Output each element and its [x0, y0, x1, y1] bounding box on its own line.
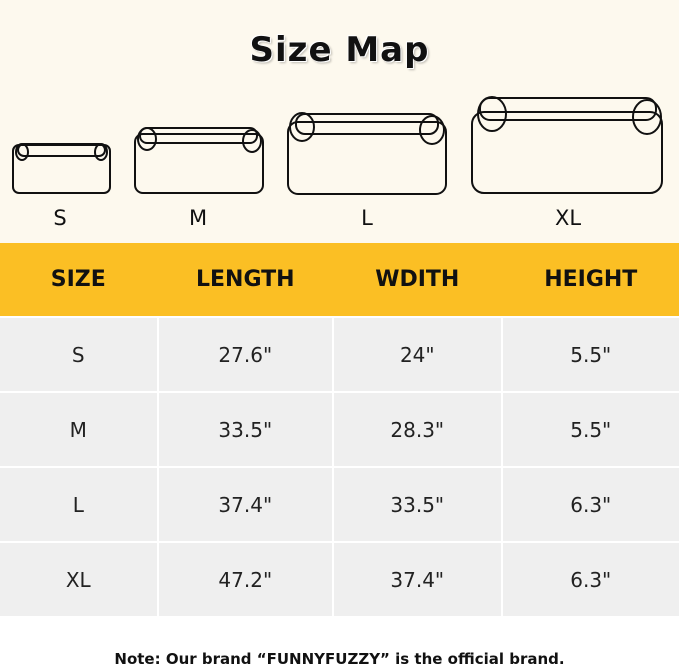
header-height: HEIGHT — [502, 243, 679, 316]
header-length: LENGTH — [158, 243, 333, 316]
bed-label-s: S — [53, 206, 67, 230]
bed-s-icon — [12, 143, 111, 194]
bed-label-xl: XL — [554, 206, 582, 230]
bed-m-icon — [134, 127, 264, 194]
table-row: L 37.4" 33.5" 6.3" — [0, 468, 679, 541]
cell-length: 47.2" — [158, 543, 333, 616]
table-row: S 27.6" 24" 5.5" — [0, 318, 679, 391]
bed-label-l: L — [361, 206, 373, 230]
header-size: SIZE — [0, 243, 157, 316]
bed-l-icon — [287, 112, 447, 195]
cell-length: 37.4" — [158, 468, 333, 541]
cell-size: L — [0, 468, 157, 541]
cell-width: 37.4" — [334, 543, 501, 616]
bed-illustrations — [12, 96, 663, 195]
page-title: Size Map — [249, 30, 430, 70]
bed-label-m: M — [188, 206, 208, 230]
cell-width: 24" — [334, 318, 501, 391]
cell-height: 5.5" — [502, 393, 679, 466]
size-map-banner: Size Map S M L XL — [0, 0, 679, 243]
header-width: WDITH — [334, 243, 501, 316]
cell-size: M — [0, 393, 157, 466]
table-header-row: SIZE LENGTH WDITH HEIGHT — [0, 243, 679, 316]
cell-length: 27.6" — [158, 318, 333, 391]
bed-xl-icon — [471, 96, 663, 194]
cell-width: 28.3" — [334, 393, 501, 466]
cell-size: S — [0, 318, 157, 391]
cell-height: 5.5" — [502, 318, 679, 391]
cell-height: 6.3" — [502, 543, 679, 616]
cell-height: 6.3" — [502, 468, 679, 541]
cell-length: 33.5" — [158, 393, 333, 466]
brand-note: Note: Our brand “FUNNYFUZZY” is the offi… — [114, 650, 565, 668]
table-row: XL 47.2" 37.4" 6.3" — [0, 543, 679, 616]
cell-width: 33.5" — [334, 468, 501, 541]
size-table: SIZE LENGTH WDITH HEIGHT S 27.6" 24" 5.5… — [0, 243, 679, 618]
cell-size: XL — [0, 543, 157, 616]
table-row: M 33.5" 28.3" 5.5" — [0, 393, 679, 466]
